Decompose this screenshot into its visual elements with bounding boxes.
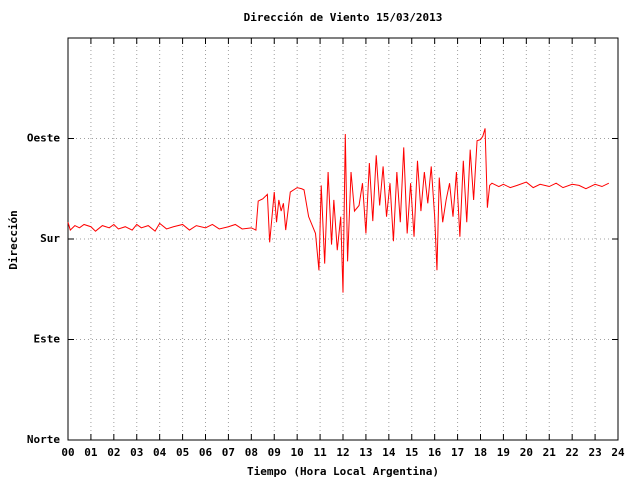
x-tick-label: 16 <box>428 446 442 459</box>
x-tick-label: 17 <box>451 446 464 459</box>
plot-border <box>67 37 619 441</box>
x-tick-label: 20 <box>520 446 533 459</box>
y-tick-label: Este <box>34 333 61 346</box>
y-tick-label: Oeste <box>27 132 60 145</box>
y-axis-label: Dirección <box>7 210 20 270</box>
x-tick-label: 24 <box>611 446 625 459</box>
x-tick-label: 22 <box>566 446 579 459</box>
x-tick-label: 01 <box>84 446 98 459</box>
x-tick-label: 12 <box>336 446 349 459</box>
x-tick-label: 14 <box>382 446 396 459</box>
x-tick-label: 04 <box>153 446 167 459</box>
y-tick-label: Norte <box>27 433 60 446</box>
x-tick-label: 07 <box>222 446 235 459</box>
x-tick-label: 09 <box>268 446 281 459</box>
x-tick-label: 02 <box>107 446 120 459</box>
x-tick-label: 05 <box>176 446 189 459</box>
x-tick-label: 15 <box>405 446 418 459</box>
chart-title: Dirección de Viento 15/03/2013 <box>244 11 443 24</box>
x-tick-label: 10 <box>291 446 304 459</box>
x-tick-label: 21 <box>543 446 557 459</box>
x-tick-label: 11 <box>313 446 327 459</box>
y-tick-label: Sur <box>40 232 60 245</box>
data-line <box>67 128 610 293</box>
x-tick-label: 03 <box>130 446 143 459</box>
x-tick-label: 00 <box>61 446 74 459</box>
x-tick-label: 23 <box>588 446 601 459</box>
x-axis-label: Tiempo (Hora Local Argentina) <box>247 465 439 478</box>
x-tick-label: 18 <box>474 446 487 459</box>
x-tick-label: 19 <box>497 446 510 459</box>
x-tick-label: 06 <box>199 446 213 459</box>
x-tick-label: 13 <box>359 446 372 459</box>
x-tick-label: 08 <box>245 446 258 459</box>
